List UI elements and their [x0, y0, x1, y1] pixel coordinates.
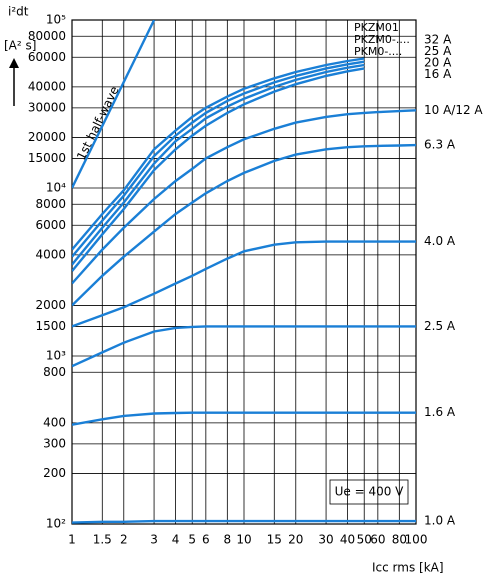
x-tick-label: 40: [340, 533, 355, 547]
x-tick-label: 100: [405, 533, 428, 547]
y-axis-unit: [A² s]: [4, 39, 36, 53]
x-tick-label: 10: [236, 533, 251, 547]
series-label: 20 A: [424, 56, 452, 70]
y-tick-label: 60000: [28, 50, 66, 64]
y-tick-label: 15000: [28, 151, 66, 165]
y-tick-label: 10²: [46, 517, 66, 531]
y-tick-label: 40000: [28, 79, 66, 93]
x-tick-label: 15: [267, 533, 282, 547]
x-axis-label: Icc rms [kA]: [372, 561, 444, 575]
y-tick-label: 20000: [28, 130, 66, 144]
half-wave-line: [72, 20, 156, 189]
y-tick-label: 200: [43, 466, 66, 480]
group-label: PKZM01: [354, 21, 399, 34]
series-line: [72, 240, 416, 328]
series-label: 1.0 A: [424, 514, 456, 528]
series-line: [72, 411, 416, 426]
x-tick-label: 1: [68, 533, 76, 547]
x-tick-label: 50: [357, 533, 372, 547]
y-tick-label: 10⁵: [46, 13, 66, 27]
plot-frame: [71, 19, 417, 525]
series-line: [72, 325, 416, 368]
series-label: 25 A: [424, 44, 452, 58]
half-wave-label: 1st half-wave: [74, 84, 122, 162]
series-line: [72, 109, 416, 285]
x-tick-label: 6: [202, 533, 210, 547]
group-label: PKZM0-....: [354, 33, 410, 46]
series-line: [72, 67, 365, 272]
series-label: 16 A: [424, 67, 452, 81]
x-tick-label: 4: [172, 533, 180, 547]
y-tick-label: 8000: [35, 197, 66, 211]
series-label: 2.5 A: [424, 319, 456, 333]
series-label: 10 A/12 A: [424, 103, 483, 117]
x-tick-label: 80: [392, 533, 407, 547]
y-tick-label: 6000: [35, 218, 66, 232]
series-line: [72, 60, 365, 258]
x-tick-label: 3: [150, 533, 158, 547]
x-tick-label: 20: [288, 533, 303, 547]
x-tick-label: 5: [188, 533, 196, 547]
y-tick-label: 2000: [35, 298, 66, 312]
series-label: 6.3 A: [424, 138, 456, 152]
series-label: 1.6 A: [424, 405, 456, 419]
series-line: [72, 57, 365, 251]
annotation-box: [329, 479, 409, 505]
y-tick-label: 30000: [28, 100, 66, 114]
y-axis-arrow-head: [9, 58, 19, 68]
series-label: 4.0 A: [424, 234, 456, 248]
x-tick-label: 60: [370, 533, 385, 547]
series-line: [72, 143, 416, 307]
y-tick-label: 300: [43, 436, 66, 450]
series-label: 32 A: [424, 33, 452, 47]
group-label: PKM0-....: [354, 45, 402, 58]
y-tick-label: 1500: [35, 319, 66, 333]
annotation: Ue = 400 V: [335, 485, 405, 499]
x-tick-label: 2: [120, 533, 128, 547]
x-tick-label: 30: [318, 533, 333, 547]
series-line: [72, 63, 365, 266]
x-tick-label: 8: [224, 533, 232, 547]
y-tick-label: 800: [43, 365, 66, 379]
y-tick-label: 4000: [35, 247, 66, 261]
y-tick-label: 10⁴: [46, 181, 66, 195]
y-tick-label: 400: [43, 415, 66, 429]
series-line: [72, 519, 416, 524]
y-tick-label: 10³: [46, 349, 66, 363]
y-axis-label: i²dt: [8, 5, 29, 19]
x-tick-label: 1.5: [93, 533, 112, 547]
y-tick-label: 80000: [28, 29, 66, 43]
